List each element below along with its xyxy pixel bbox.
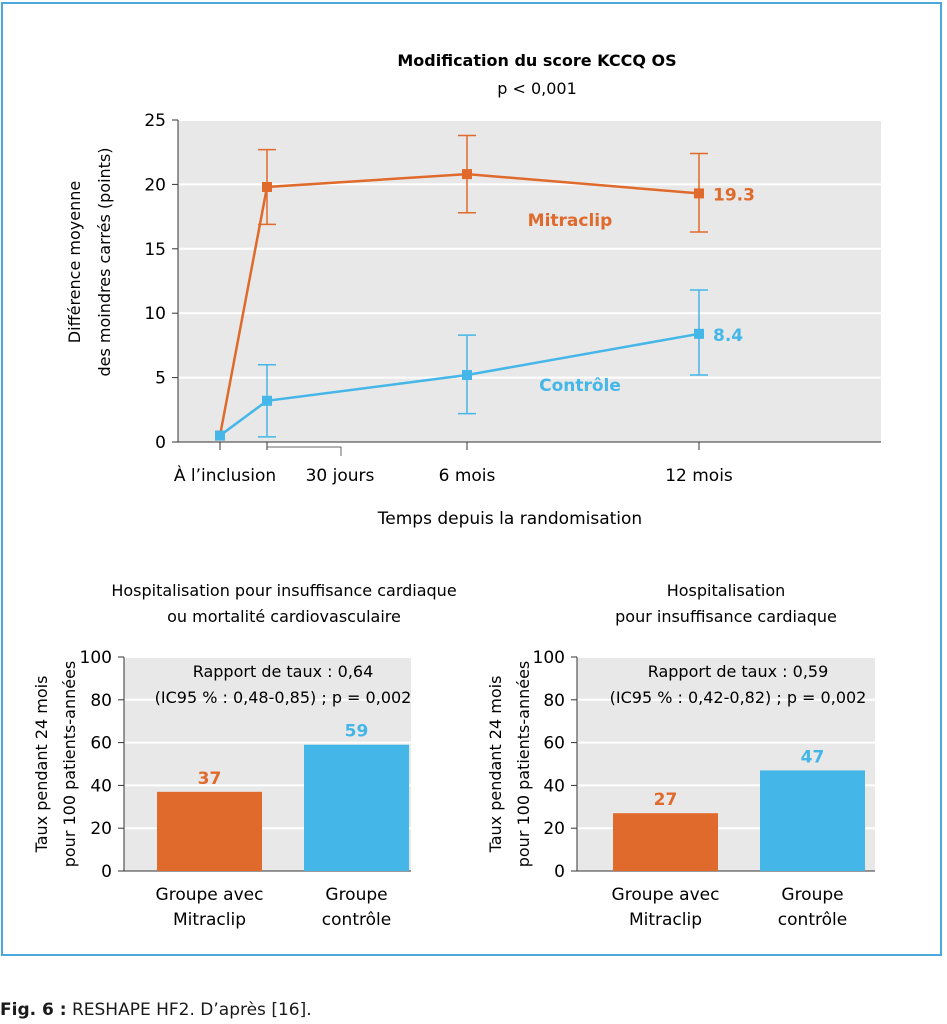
- bar-y-tick-label: 100: [533, 648, 565, 668]
- figure-frame: 0 5 10 15 20 25 À l’inclusion 30 jours 6 mois 12 …: [1, 2, 942, 956]
- bar-y-axis-label: Taux pendant 24 mois: [486, 676, 505, 854]
- bar-annotation: Rapport de taux : 0,64: [193, 662, 374, 681]
- line-y-axis-label: Différence moyenne: [65, 181, 84, 343]
- bar-category-label: contrôle: [322, 910, 391, 930]
- bar-y-tick-label: 60: [543, 734, 565, 754]
- line-chart-title: Modification du score KCCQ OS: [397, 51, 676, 70]
- bar-annotation: Rapport de taux : 0,59: [648, 662, 829, 681]
- bar-controle: [760, 770, 865, 871]
- figure-svg: 0 5 10 15 20 25 À l’inclusion 30 jours 6 mois 12 …: [32, 51, 881, 930]
- bar-category-label: Groupe avec: [612, 885, 720, 905]
- data-value-label: 19.3: [713, 185, 755, 205]
- line-y-tick-label: 25: [144, 111, 166, 131]
- figure-caption: Fig. 6 : RESHAPE HF2. D’après [16].: [0, 1000, 312, 1020]
- line-y-tick-label: 15: [144, 240, 166, 260]
- series-name-label: Contrôle: [539, 376, 621, 396]
- bar-mitraclip: [613, 813, 718, 871]
- bar-chart-title: ou mortalité cardiovasculaire: [167, 607, 401, 626]
- bar-y-axis-label: Taux pendant 24 mois: [32, 676, 51, 854]
- bar-y-tick-label: 20: [90, 819, 112, 839]
- bar-value-label: 27: [654, 790, 678, 810]
- caption-label: Fig. 6 :: [0, 1000, 67, 1020]
- bar-y-tick-label: 0: [101, 862, 112, 882]
- bar-chart-title: Hospitalisation pour insuffisance cardia…: [111, 581, 456, 600]
- bar-category-label: Groupe: [781, 885, 843, 905]
- series-name-label: Mitraclip: [528, 211, 613, 231]
- series-line-mitraclip: [218, 172, 700, 436]
- caption-text: RESHAPE HF2. D’après [16].: [71, 1000, 312, 1020]
- bar-category-label: contrôle: [778, 910, 847, 930]
- bar-y-axis-label: pour 100 patients-années: [60, 661, 79, 868]
- bar-value-label: 47: [801, 747, 825, 767]
- line-y-tick-label: 10: [144, 304, 166, 324]
- line-x-axis-label: Temps depuis la randomisation: [377, 509, 642, 529]
- data-point: [694, 188, 704, 199]
- bar-y-tick-label: 80: [90, 691, 112, 711]
- data-point: [262, 395, 272, 406]
- line-y-tick-label: 0: [155, 433, 166, 453]
- data-point: [462, 370, 472, 381]
- line-x-tick-label: 6 mois: [439, 466, 496, 486]
- line-x-tick-label: 12 mois: [665, 466, 733, 486]
- bar-value-label: 37: [198, 769, 222, 789]
- series-line-controle: [219, 332, 700, 437]
- bar-y-tick-label: 0: [554, 862, 565, 882]
- bar-y-tick-label: 60: [90, 734, 112, 754]
- line-y-tick-label: 5: [155, 369, 166, 389]
- data-point: [694, 328, 704, 339]
- bar-annotation: (IC95 % : 0,42-0,82) ; p = 0,002: [610, 688, 867, 707]
- bar-category-label: Mitraclip: [629, 910, 702, 930]
- bar-annotation: (IC95 % : 0,48-0,85) ; p = 0,002: [155, 688, 412, 707]
- bar-chart-title: pour insuffisance cardiaque: [615, 607, 837, 626]
- line-y-tick-label: 20: [144, 175, 166, 195]
- bar-category-label: Groupe avec: [156, 885, 264, 905]
- bar-y-tick-label: 40: [543, 776, 565, 796]
- line-x-tick-label: À l’inclusion: [174, 464, 276, 486]
- bar-mitraclip: [157, 791, 262, 871]
- line-chart-subtitle: p < 0,001: [497, 79, 577, 98]
- line-plot-background: [178, 120, 881, 442]
- data-value-label: 8.4: [713, 326, 743, 346]
- bar-value-label: 59: [345, 722, 369, 742]
- data-point: [215, 430, 225, 441]
- line-30-day-bracket: [267, 446, 342, 456]
- line-x-tick-label: 30 jours: [306, 466, 375, 486]
- bar-y-tick-label: 20: [543, 819, 565, 839]
- bar-category-label: Groupe: [325, 885, 387, 905]
- bar-controle: [304, 744, 409, 871]
- bar-chart-title: Hospitalisation: [667, 581, 786, 600]
- bar-y-tick-label: 100: [80, 648, 112, 668]
- data-point: [462, 169, 472, 180]
- line-y-axis-label: des moindres carrés (points): [95, 147, 114, 376]
- bar-category-label: Mitraclip: [173, 910, 246, 930]
- data-point: [262, 181, 272, 192]
- bar-y-tick-label: 80: [543, 691, 565, 711]
- bar-y-tick-label: 40: [90, 776, 112, 796]
- bar-y-axis-label: pour 100 patients-années: [514, 661, 533, 868]
